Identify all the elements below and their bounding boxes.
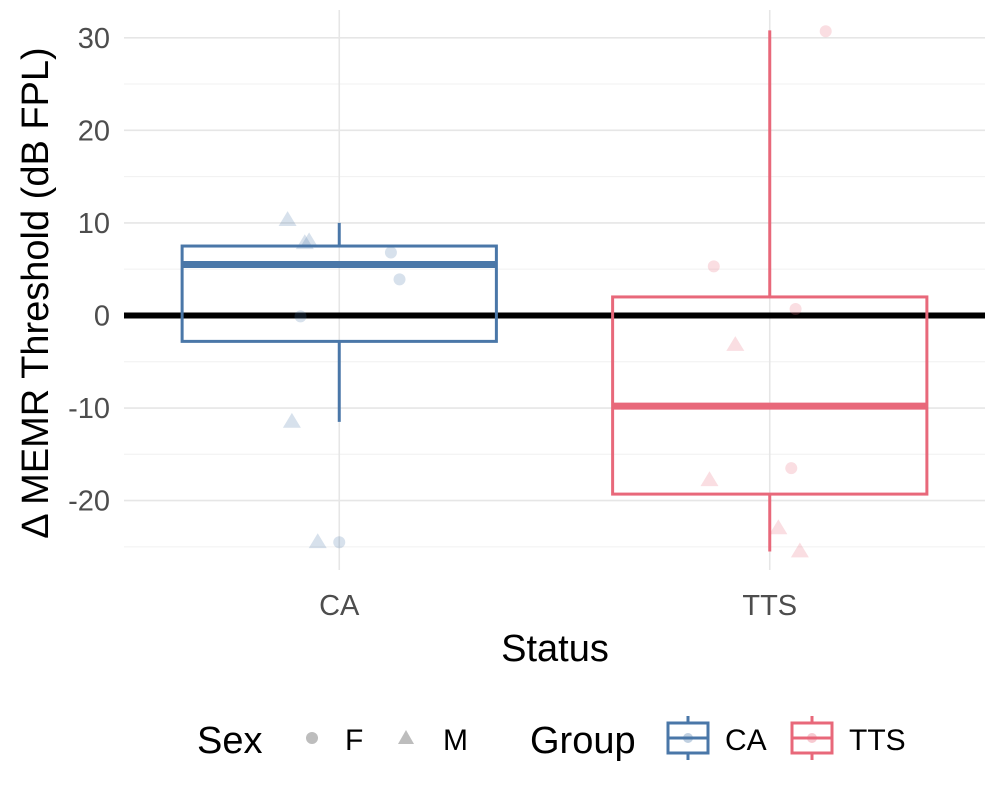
legend-group-title: Group: [530, 720, 636, 762]
data-point-ca-f: [393, 273, 406, 286]
box-iqr: [611, 295, 929, 496]
box-ca: [180, 222, 498, 422]
x-tick-labels: CA TTS: [319, 590, 797, 622]
legend-ca-key: [666, 716, 710, 760]
data-point-tts-m: [726, 336, 745, 351]
box-iqr: [180, 244, 498, 343]
legend-ca-label: CA: [725, 724, 767, 757]
y-tick-labels: -20 -10 0 10 20 30: [68, 23, 110, 518]
data-point-tts-f: [819, 25, 832, 38]
data-point-ca-m: [282, 412, 301, 428]
data-point-tts-m: [700, 471, 719, 487]
legend-m-key: [398, 730, 414, 744]
data-point-tts-f: [789, 302, 802, 315]
data-point-ca-m: [308, 533, 327, 549]
legend-f-label: F: [345, 724, 363, 757]
major-gridlines: [124, 10, 985, 570]
y-tick-label: 0: [94, 300, 110, 332]
legend: Sex F M Group CA TTS: [197, 716, 906, 762]
y-tick-label: 10: [78, 208, 110, 240]
point-layer: [278, 25, 832, 558]
data-point-tts-f: [707, 260, 720, 273]
x-tick-label: CA: [319, 590, 360, 622]
y-tick-label: -20: [68, 486, 110, 518]
box-tts: [611, 30, 929, 552]
data-point-tts-m: [790, 542, 809, 558]
legend-m-label: M: [443, 724, 468, 757]
legend-f-key: [306, 732, 318, 744]
y-tick-label: 20: [78, 115, 110, 147]
legend-sex-title: Sex: [197, 720, 262, 762]
minor-gridlines: [124, 83, 985, 548]
box-layer: [180, 30, 929, 552]
data-point-ca-f: [294, 310, 307, 323]
data-point-tts-f: [785, 462, 798, 475]
data-point-ca-f: [384, 246, 397, 259]
data-point-ca-m: [295, 234, 314, 250]
x-tick-label: TTS: [742, 590, 797, 622]
data-point-ca-f: [333, 536, 346, 549]
legend-tts-label: TTS: [849, 724, 906, 757]
y-axis-title: Δ MEMR Threshold (dB FPL): [15, 47, 57, 538]
x-axis-title: Status: [501, 628, 609, 670]
data-point-tts-m: [769, 519, 788, 535]
data-point-ca-m: [278, 211, 297, 226]
legend-tts-key: [790, 716, 834, 760]
y-tick-label: -10: [68, 393, 110, 425]
data-point-ca-m: [300, 232, 319, 248]
y-tick-label: 30: [78, 23, 110, 55]
